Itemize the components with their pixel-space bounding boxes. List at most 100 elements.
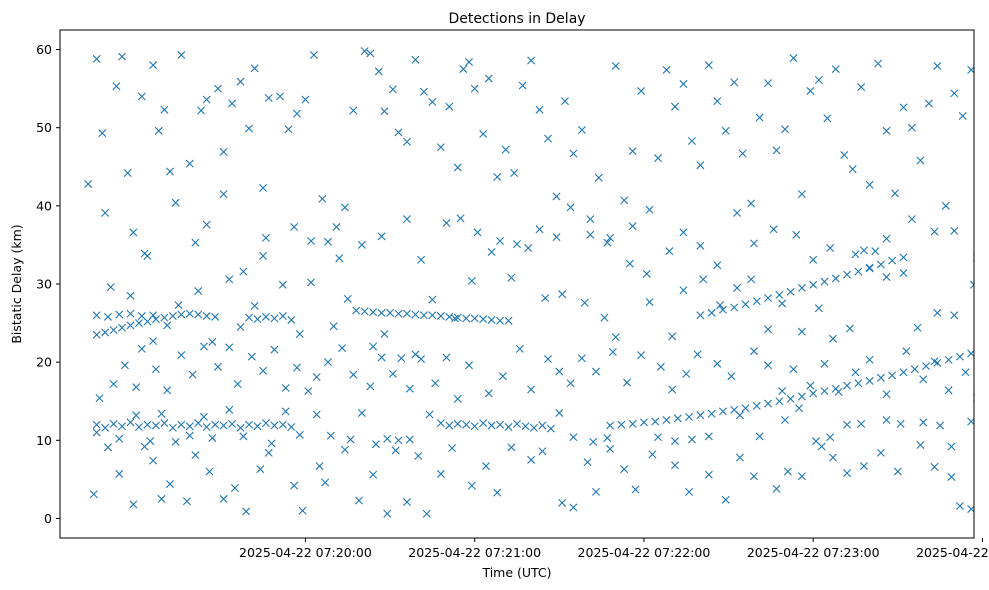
detection-point [679, 79, 688, 88]
detection-point [670, 437, 679, 446]
detection-point [411, 310, 420, 319]
detection-point [171, 437, 180, 446]
detection-point [611, 333, 620, 342]
detection-point [809, 280, 818, 289]
detection-point [360, 47, 369, 56]
detection-point [160, 313, 169, 322]
detection-point [513, 240, 521, 249]
detection-point [985, 160, 989, 167]
detection-point [335, 254, 344, 263]
detection-point [264, 94, 273, 102]
detection-point [654, 154, 663, 163]
detection-point [383, 509, 392, 518]
detection-point [369, 308, 378, 317]
detection-point [383, 434, 392, 443]
detection-point [513, 419, 521, 428]
detection-point [730, 78, 739, 87]
detection-point [696, 411, 705, 420]
detection-point [250, 64, 259, 73]
detection-point [157, 494, 166, 503]
detection-point [92, 428, 101, 437]
detection-point [185, 309, 194, 318]
detection-point [369, 470, 378, 479]
detection-point [137, 344, 146, 353]
detection-point [637, 86, 646, 95]
detection-point [103, 312, 112, 321]
detection-point [202, 423, 211, 432]
detection-point [606, 421, 615, 430]
detection-point [450, 314, 459, 323]
detection-point [899, 269, 908, 278]
detection-point [414, 451, 423, 460]
detection-point [591, 487, 600, 496]
detection-point [118, 422, 127, 431]
detection-point [580, 298, 589, 307]
detection-point [955, 501, 964, 510]
detection-point [290, 222, 299, 231]
detection-point [882, 415, 891, 424]
detection-point [245, 313, 253, 322]
detection-point [168, 423, 177, 432]
detection-point [854, 379, 863, 388]
detection-point [191, 451, 200, 460]
detection-point [544, 134, 553, 143]
series-track-12km-late [436, 419, 555, 433]
detection-point [259, 183, 268, 192]
detection-point [120, 361, 129, 370]
detection-point [628, 222, 637, 231]
detection-point [778, 387, 787, 396]
detection-point [445, 421, 454, 430]
detection-point [809, 255, 818, 264]
detection-point [259, 366, 268, 375]
detection-point [470, 422, 479, 431]
detection-point [146, 437, 155, 446]
detection-point [789, 365, 798, 374]
detection-point [976, 145, 983, 152]
detection-point [236, 423, 245, 432]
detection-point [654, 433, 663, 442]
detection-point [264, 448, 273, 457]
detection-point [160, 105, 169, 114]
detection-point [749, 472, 758, 481]
detection-point [470, 84, 479, 93]
detection-point [261, 312, 270, 321]
detection-point [916, 156, 925, 165]
detection-point [685, 487, 694, 496]
detection-point [95, 394, 104, 403]
detection-point [168, 312, 177, 321]
detection-point [896, 419, 905, 428]
detection-point [552, 233, 561, 242]
detection-point [324, 358, 332, 367]
x-tick-label: 2025-04-22 07:24:00 [916, 545, 989, 560]
detection-point [696, 241, 705, 250]
detection-point [199, 412, 208, 421]
detection-point [445, 102, 454, 111]
detection-point [713, 97, 722, 106]
detection-point [177, 310, 186, 319]
detection-point [882, 272, 891, 281]
detection-point [103, 443, 112, 452]
detection-point [617, 420, 626, 429]
detection-point [521, 422, 530, 431]
detection-point [185, 422, 194, 431]
detection-point [459, 65, 468, 74]
detection-point [343, 294, 352, 303]
detection-point [874, 59, 883, 68]
detection-point [496, 237, 505, 246]
detection-point [126, 321, 135, 330]
detection-point [149, 337, 158, 346]
detection-point [876, 373, 885, 382]
detection-point [315, 462, 324, 471]
series-track-12km-early [92, 418, 296, 432]
x-tick-label: 2025-04-22 07:20:00 [239, 545, 372, 560]
detection-point [377, 232, 386, 241]
detection-point [479, 129, 488, 138]
detection-point [465, 58, 474, 67]
detection-point [137, 92, 146, 101]
y-tick-label: 0 [44, 511, 52, 526]
detection-point [208, 433, 217, 442]
detection-point [456, 214, 465, 223]
detection-point [865, 376, 874, 385]
detection-point [524, 244, 533, 253]
detection-point [764, 325, 773, 334]
